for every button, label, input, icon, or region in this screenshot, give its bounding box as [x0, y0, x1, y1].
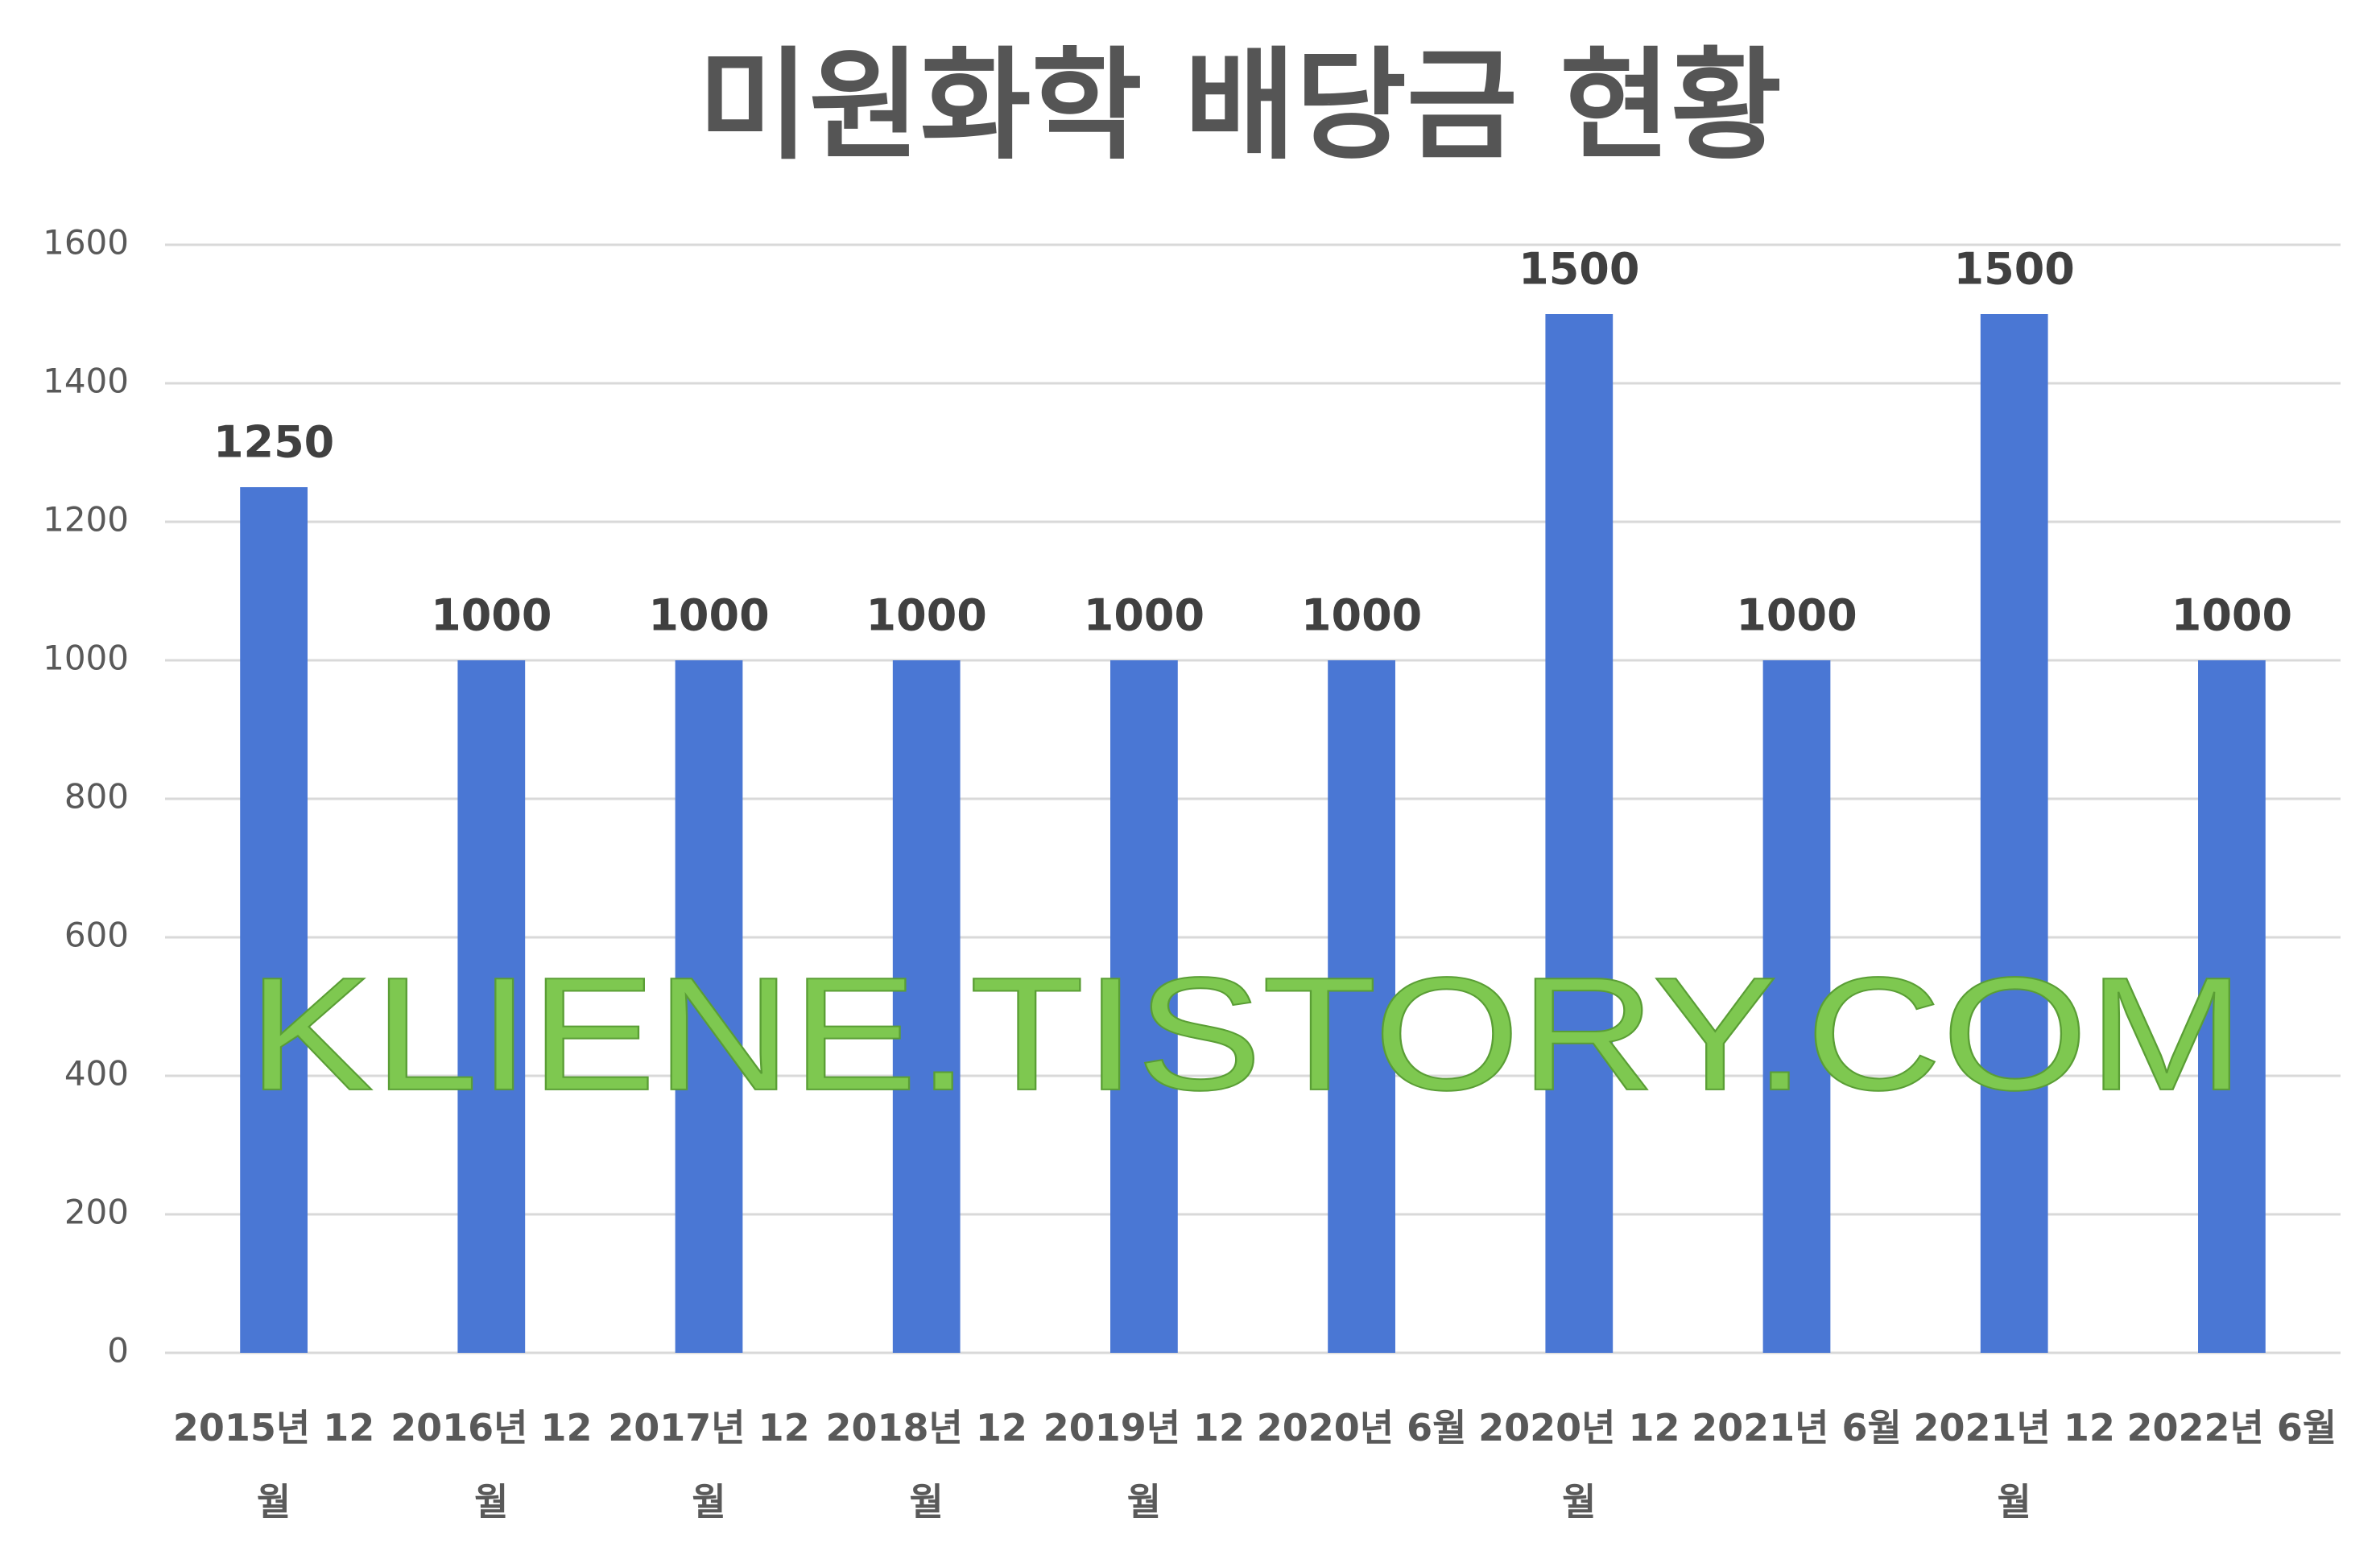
- data-label: 1000: [1084, 590, 1204, 641]
- y-tick-label: 200: [64, 1193, 129, 1232]
- data-label: 1250: [213, 417, 334, 468]
- x-tick-label: 2020년 12월: [1478, 1406, 1680, 1524]
- bar: [1980, 314, 2048, 1353]
- x-tick-label: 2016년 12월: [390, 1406, 593, 1524]
- y-tick-label: 1200: [43, 500, 129, 540]
- data-label: 1500: [1518, 244, 1639, 295]
- data-label: 1000: [866, 590, 987, 641]
- bar: [675, 660, 743, 1353]
- y-tick-label: 600: [64, 916, 129, 955]
- bar: [1110, 660, 1178, 1353]
- bar: [457, 660, 526, 1353]
- y-tick-label: 0: [107, 1331, 129, 1371]
- x-tick-label: 2017년 12월: [608, 1406, 810, 1524]
- bar: [2198, 660, 2266, 1353]
- x-tick-label: 2020년 6월: [1256, 1406, 1467, 1449]
- data-label: 1000: [2171, 590, 2292, 641]
- y-tick-label: 400: [64, 1054, 129, 1094]
- data-label: 1000: [1736, 590, 1857, 641]
- bar: [240, 487, 308, 1353]
- chart-title: 미원화학 배당금 현황: [698, 36, 1782, 176]
- y-tick-label: 1400: [43, 362, 129, 401]
- x-tick-label: 2015년 12월: [172, 1406, 375, 1524]
- data-label: 1000: [1301, 590, 1422, 641]
- y-tick-label: 800: [64, 777, 129, 817]
- y-tick-label: 1600: [43, 223, 129, 263]
- data-label: 1000: [648, 590, 769, 641]
- data-label: 1500: [1954, 244, 2075, 295]
- x-tick-label: 2018년 12월: [825, 1406, 1027, 1524]
- bar: [1762, 660, 1831, 1353]
- bar: [1328, 660, 1395, 1353]
- x-tick-label: 2021년 12월: [1913, 1406, 2115, 1524]
- y-tick-label: 1000: [43, 639, 129, 678]
- x-tick-label: 2021년 6월: [1692, 1406, 1902, 1449]
- watermark: KLIENE.TISTORY.COM: [248, 945, 2245, 1124]
- bar: [892, 660, 961, 1353]
- data-label: 1000: [431, 590, 552, 641]
- x-tick-label: 2019년 12월: [1043, 1406, 1246, 1524]
- x-tick-label: 2022년 6월: [2126, 1406, 2337, 1449]
- bar: [1545, 314, 1614, 1353]
